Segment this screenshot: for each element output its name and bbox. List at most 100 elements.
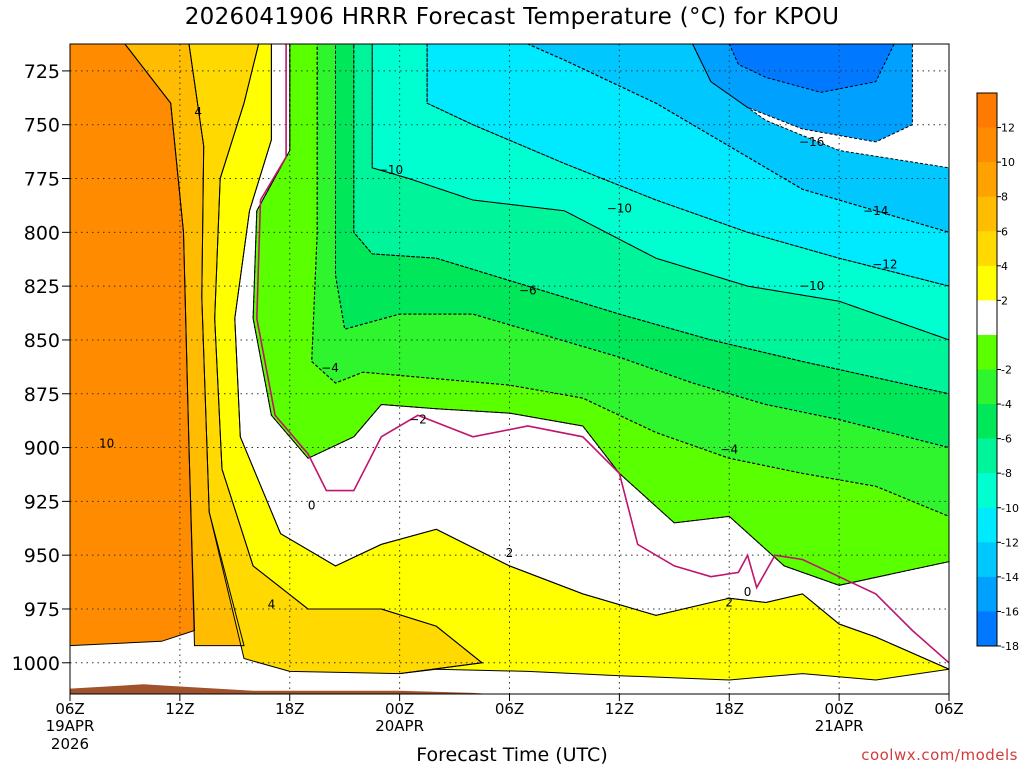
x-tick-label: 06Z	[55, 700, 84, 718]
grid-lines	[70, 44, 949, 694]
contour-minus-16-18	[692, 44, 913, 143]
colorbar-swatch	[977, 438, 997, 474]
region-mid-warm	[124, 44, 244, 646]
colorbar-label: 10	[1001, 156, 1015, 169]
contour-zero-band	[234, 44, 949, 670]
region-near-4	[189, 44, 482, 674]
y-tick-label: 975	[24, 599, 60, 621]
colorbar-swatch	[977, 265, 997, 301]
colorbar-swatch	[977, 369, 997, 405]
y-tick-label: 900	[24, 438, 60, 460]
y-tick-label: 950	[24, 545, 60, 567]
contour-label: 4	[194, 105, 202, 119]
x-tick-label: 12Z	[605, 700, 634, 718]
colorbar-label: -10	[1001, 502, 1019, 515]
colorbar-label: -18	[1001, 640, 1019, 653]
x-tick-label: 18Z	[275, 700, 304, 718]
colorbar-label: -14	[1001, 571, 1019, 584]
region-minus-2-4	[253, 44, 949, 586]
x-tick-label: 00Z	[824, 700, 853, 718]
x-date-label: 20APR	[375, 717, 424, 735]
colorbar-swatch	[977, 576, 997, 612]
region-minus-6-8	[335, 44, 949, 448]
contour-label: 0	[308, 499, 316, 513]
region-minus-10-12	[372, 44, 949, 340]
region-minus-8-10	[353, 44, 949, 394]
colorbar-label: -16	[1001, 605, 1019, 618]
x-tick-label: 00Z	[385, 700, 414, 718]
colorbar-swatch	[977, 334, 997, 370]
colorbar-swatch	[977, 127, 997, 163]
x-axis-title: Forecast Time (UTC)	[416, 744, 608, 766]
contour-label: 4	[268, 598, 276, 612]
x-tick-label: 12Z	[165, 700, 194, 718]
contour-label: −4	[321, 361, 339, 375]
y-tick-label: 725	[24, 61, 60, 83]
colorbar-label: 6	[1001, 225, 1008, 238]
zero-degree-line	[255, 44, 949, 664]
y-tick-label: 1000	[12, 653, 60, 675]
colorbar-label: 2	[1001, 294, 1008, 307]
y-tick-label: 750	[24, 115, 60, 137]
x-tick-label: 06Z	[934, 700, 963, 718]
contour-minus-14-16	[527, 44, 949, 233]
contour-label: 2	[725, 596, 733, 610]
y-tick-label: 775	[24, 169, 60, 191]
colorbar-swatch	[977, 404, 997, 440]
contour-coldest	[728, 44, 895, 93]
contour-label: 0	[744, 585, 752, 599]
colorbar-label: -6	[1001, 433, 1012, 446]
region-coldest	[729, 44, 895, 93]
contour-label: −2	[409, 413, 427, 427]
contour-label: −14	[863, 204, 888, 218]
colorbar-swatch	[977, 196, 997, 232]
colorbar-swatch	[977, 473, 997, 509]
y-axis: 725 750 775 800 825 850 875 900 925 950 975 1000	[12, 61, 70, 675]
chart-title: 2026041906 HRRR Forecast Temperature (°C…	[184, 4, 840, 30]
contour-label: −12	[872, 258, 897, 272]
contour-label: −6	[519, 283, 537, 297]
y-tick-label: 925	[24, 491, 60, 513]
contour-label: −10	[378, 163, 403, 177]
colorbar-label: 4	[1001, 260, 1008, 273]
colorbar-swatch	[977, 542, 997, 578]
x-date-label: 19APR	[46, 717, 95, 735]
colorbar-swatch	[977, 231, 997, 267]
terrain	[70, 684, 949, 694]
region-minus-14-16	[527, 44, 949, 233]
region-minus-12-14	[427, 44, 949, 287]
colorbar-label: -12	[1001, 536, 1019, 549]
colorbar-swatch	[977, 93, 997, 129]
x-tick-label: 18Z	[715, 700, 744, 718]
region-minus-4-6	[311, 44, 949, 517]
region-zero-band	[234, 44, 949, 670]
colorbar-label: -8	[1001, 467, 1012, 480]
colorbar-swatch	[977, 611, 997, 647]
region-warm-core	[70, 44, 195, 646]
y-tick-label: 800	[24, 222, 60, 244]
contour-label: 10	[99, 436, 114, 450]
contour-label: −10	[607, 202, 632, 216]
contour-label: −10	[799, 279, 824, 293]
y-tick-label: 825	[24, 276, 60, 298]
contour-label: −16	[799, 135, 824, 149]
contour-minus-8-10	[353, 44, 949, 395]
colorbar-legend: 12 10 8 6 4 2 -2 -4 -6 -8 -10 -12 -14 -16 -18	[976, 92, 1019, 653]
terrain-fill	[70, 684, 949, 694]
colorbar-label: 12	[1001, 122, 1015, 135]
contour-label: −4	[720, 443, 738, 457]
y-tick-label: 875	[24, 384, 60, 406]
contour-label: 2	[506, 546, 514, 560]
colorbar-swatch	[977, 162, 997, 198]
contour-lines	[70, 44, 949, 681]
y-tick-label: 850	[24, 330, 60, 352]
colorbar-swatch	[977, 507, 997, 543]
x-year-label: 2026	[51, 735, 89, 753]
x-date-label: 21APR	[815, 717, 864, 735]
colorbar-swatch	[977, 300, 997, 336]
colorbar-label: 8	[1001, 191, 1008, 204]
colorbar-label: -2	[1001, 364, 1012, 377]
